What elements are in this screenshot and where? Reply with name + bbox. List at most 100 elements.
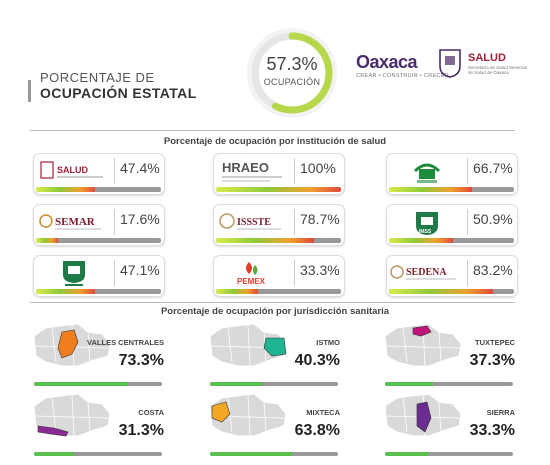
overall-occupancy-label: OCUPACIÓN xyxy=(263,77,321,87)
institution-occupancy-bar-fill xyxy=(216,238,315,243)
highlighted-region xyxy=(211,401,231,423)
jurisdiction-name: TUXTEPEC xyxy=(474,338,515,347)
svg-text:SEMAR: SEMAR xyxy=(55,216,96,228)
divider xyxy=(30,302,515,303)
jurisdiction-name: ISTMO xyxy=(316,338,340,347)
jurisdiction-occupancy-value: 37.3% xyxy=(469,352,515,369)
pemex-logo: PEMEX xyxy=(216,258,292,287)
oaxaca-map-icon xyxy=(384,323,462,367)
svg-text:HRAEO: HRAEO xyxy=(222,160,269,175)
card-separator xyxy=(114,260,115,286)
jurisdiction-sierra: SIERRA 33.3% xyxy=(383,392,543,457)
jurisdiction-occupancy-value: 73.3% xyxy=(118,352,164,369)
jurisdiction-occupancy-value: 63.8% xyxy=(294,422,340,439)
jurisdiction-name: VALLES CENTRALES xyxy=(87,338,164,347)
semar-logo: SEMAR xyxy=(36,207,112,236)
institution-card-imss: IMSS 50.9% xyxy=(386,204,518,246)
hraeo-logo: HRAEO xyxy=(216,156,292,185)
jurisdiction-name: MIXTECA xyxy=(306,408,340,417)
institution-occupancy-bar xyxy=(36,289,161,294)
imss-logo: IMSS xyxy=(389,207,465,236)
card-separator xyxy=(294,158,295,184)
institution-card-salud: SALUD 47.4% xyxy=(33,153,165,195)
jurisdiction-occupancy-value: 33.3% xyxy=(469,422,515,439)
title-accent-bar xyxy=(28,80,31,102)
jurisdiction-tuxtepec: TUXTEPEC 37.3% xyxy=(383,322,543,387)
card-separator xyxy=(467,158,468,184)
card-separator xyxy=(467,260,468,286)
institution-occupancy-bar-fill xyxy=(36,187,96,192)
institution-occupancy-bar-fill xyxy=(216,187,341,192)
jurisdiction-occupancy-bar-fill xyxy=(385,382,433,386)
institution-occupancy-value: 17.6% xyxy=(120,211,160,227)
oaxaca-map-icon xyxy=(384,393,462,437)
svg-text:PEMEX: PEMEX xyxy=(237,277,266,286)
institution-occupancy-bar xyxy=(36,238,161,243)
jurisdiction-occupancy-value: 31.3% xyxy=(118,422,164,439)
institution-occupancy-value: 100% xyxy=(300,160,336,176)
jurisdiction-occupancy-bar-fill xyxy=(385,452,428,456)
card-separator xyxy=(294,260,295,286)
oaxaca-logo-slogan: CREAR • CONSTRUIR • CRECER xyxy=(356,73,449,79)
jurisdiction-occupancy-bar-fill xyxy=(34,382,128,386)
page-title-line2: OCUPACIÓN ESTATAL xyxy=(40,85,197,101)
card-separator xyxy=(114,158,115,184)
highlighted-region xyxy=(416,401,432,433)
institution-occupancy-bar-fill xyxy=(216,289,258,294)
highlighted-region xyxy=(37,425,69,437)
institution-occupancy-value: 47.4% xyxy=(120,160,160,176)
institution-card-semar: SEMAR 17.6% xyxy=(33,204,165,246)
institution-occupancy-bar xyxy=(216,238,341,243)
highlighted-region xyxy=(57,329,79,359)
hospital-logo xyxy=(389,156,465,185)
salud-logo: SALUD xyxy=(36,156,112,185)
jurisdiction-istmo: ISTMO 40.3% xyxy=(208,322,368,387)
oaxaca-map-icon xyxy=(209,393,287,437)
salud-logo: SALUD xyxy=(468,52,506,64)
institution-occupancy-bar xyxy=(216,187,341,192)
oaxaca-map-icon xyxy=(209,323,287,367)
jurisdiction-name: SIERRA xyxy=(486,408,515,417)
oaxaca-map-icon xyxy=(33,323,111,367)
institution-occupancy-bar-fill xyxy=(389,289,493,294)
highlighted-region xyxy=(263,337,287,357)
svg-text:ISSSTE: ISSSTE xyxy=(237,217,271,228)
institution-card-issste: ISSSTE 78.7% xyxy=(213,204,345,246)
institution-occupancy-bar xyxy=(36,187,161,192)
jurisdiction-occupancy-bar xyxy=(210,382,338,386)
divider xyxy=(30,130,515,131)
jurisdiction-mixteca: MIXTECA 63.8% xyxy=(208,392,368,457)
oaxaca-logo: Oaxaca xyxy=(356,52,418,72)
institution-occupancy-bar-fill xyxy=(36,238,58,243)
imss-bienestar-logo xyxy=(36,258,112,287)
oaxaca-map-icon xyxy=(33,393,111,437)
svg-text:SEDENA: SEDENA xyxy=(406,267,447,278)
jurisdiction-occupancy-bar xyxy=(34,382,162,386)
jurisdiction-valles-centrales: VALLES CENTRALES 73.3% xyxy=(32,322,192,387)
institution-occupancy-bar-fill xyxy=(36,289,95,294)
institution-occupancy-bar-fill xyxy=(389,238,453,243)
sedena-logo: SEDENA xyxy=(389,258,465,287)
jurisdiction-name: COSTA xyxy=(138,408,164,417)
state-seal-icon xyxy=(439,49,461,78)
institution-occupancy-value: 66.7% xyxy=(473,160,513,176)
institution-occupancy-value: 78.7% xyxy=(300,211,340,227)
jurisdiction-occupancy-bar-fill xyxy=(210,382,262,386)
institution-occupancy-bar xyxy=(389,289,514,294)
institution-occupancy-bar xyxy=(216,289,341,294)
page-title-line1: PORCENTAJE DE xyxy=(40,70,155,85)
institution-occupancy-bar xyxy=(389,187,514,192)
jurisdiction-occupancy-value: 40.3% xyxy=(294,352,340,369)
highlighted-region xyxy=(412,325,432,337)
issste-logo: ISSSTE xyxy=(216,207,292,236)
institution-card-hospital: 66.7% xyxy=(386,153,518,195)
institution-occupancy-bar xyxy=(389,238,514,243)
card-separator xyxy=(114,209,115,235)
svg-text:SALUD: SALUD xyxy=(57,165,88,175)
institution-occupancy-bar-fill xyxy=(389,187,473,192)
jurisdiction-occupancy-bar xyxy=(210,452,338,456)
jurisdiction-occupancy-bar xyxy=(385,452,513,456)
card-separator xyxy=(294,209,295,235)
institution-occupancy-value: 83.2% xyxy=(473,262,513,278)
jurisdictions-section-title: Porcentaje de ocupación por jurisdicción… xyxy=(160,306,390,317)
